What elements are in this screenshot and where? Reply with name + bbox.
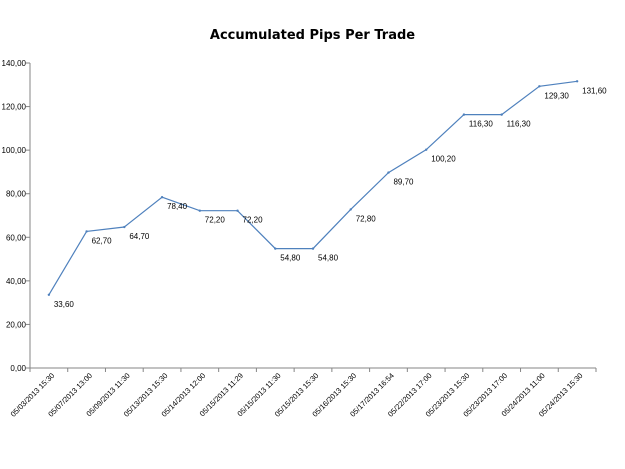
data-label: 129,30 [544,91,569,100]
data-label: 62,70 [92,236,113,245]
data-label: 116,30 [469,120,493,129]
series-line [48,80,578,296]
data-label: 100,20 [431,155,456,164]
y-tick-label: 20,00 [6,320,27,329]
data-label: 72,80 [356,214,377,223]
data-point [387,171,390,174]
y-tick-label: 80,00 [6,190,27,199]
y-tick-label: 140,00 [2,59,27,68]
data-point [198,209,201,212]
data-point [538,85,541,88]
y-tick-label: 40,00 [6,277,27,286]
chart-title: Accumulated Pips Per Trade [209,28,416,43]
data-point [500,113,503,116]
data-point [274,247,277,250]
data-point [160,196,164,199]
data-point [85,230,88,233]
y-tick-label: 100,00 [2,146,27,155]
data-label: 131,60 [582,86,607,95]
data-point [349,208,352,211]
data-point [575,80,579,83]
data-point [123,225,126,229]
y-tick-label: 0,00 [10,364,26,373]
data-label: 54,80 [318,254,339,263]
data-label: 54,80 [280,254,301,263]
data-label: 78,40 [167,202,188,211]
y-tick-label: 60,00 [6,233,27,242]
data-point [47,293,51,296]
data-point [425,148,428,151]
data-point [311,247,315,250]
data-point [236,209,239,212]
data-label: 116,30 [507,120,531,129]
y-tick-label: 120,00 [2,103,27,112]
data-point [462,113,466,116]
data-label: 89,70 [393,178,414,187]
data-label: 72,20 [243,216,264,225]
data-label: 33,60 [54,300,75,309]
data-label: 72,20 [205,216,226,225]
data-label: 64,70 [129,232,150,241]
